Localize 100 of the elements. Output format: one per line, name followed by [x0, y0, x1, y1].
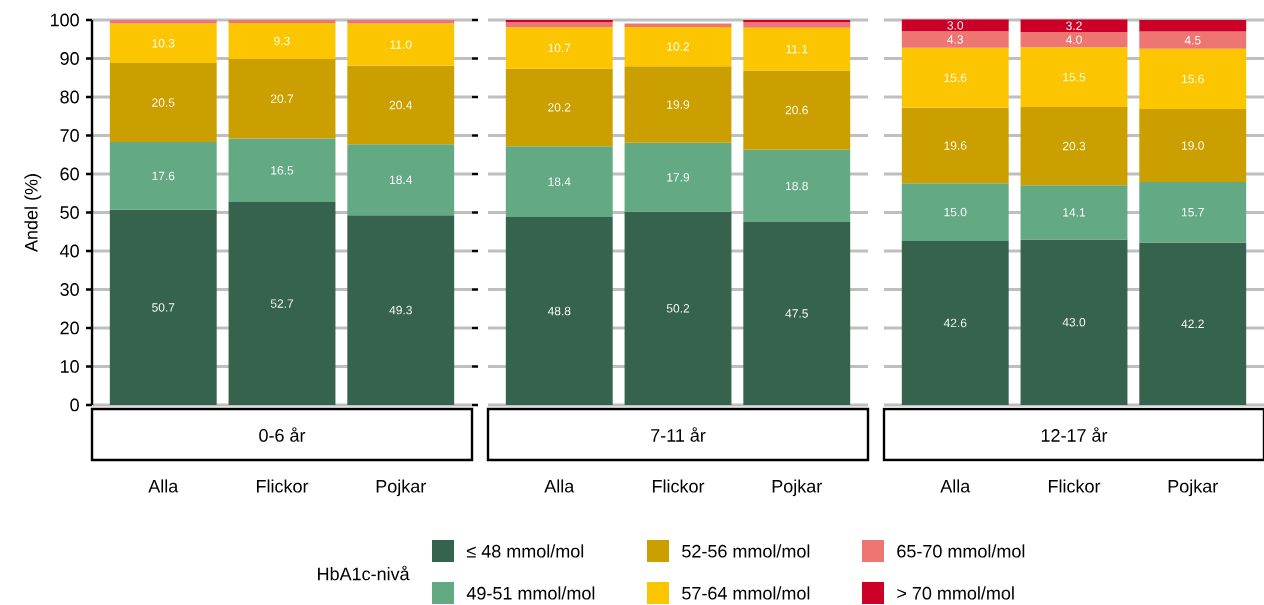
bar [505, 217, 613, 405]
data-label: 20.3 [1062, 141, 1086, 151]
bar [1139, 31, 1247, 49]
bar [505, 27, 613, 69]
y-tick-label: 90 [60, 52, 79, 65]
bar [505, 146, 613, 218]
bar [228, 202, 336, 405]
data-label: 20.7 [270, 94, 294, 103]
data-label: 20.4 [389, 100, 413, 110]
bar [743, 222, 851, 405]
bar [109, 209, 217, 405]
bar [347, 23, 455, 66]
y-tick-label: 40 [60, 244, 79, 258]
data-label: 15.6 [1181, 74, 1204, 84]
y-tick-label: 50 [60, 206, 79, 219]
data-label: 42.2 [1181, 319, 1204, 328]
x-tick-label: Flickor [256, 479, 309, 493]
data-label: 18.4 [548, 177, 571, 186]
bar [901, 19, 1009, 32]
data-label: 9.3 [274, 36, 290, 46]
bar [1020, 47, 1128, 108]
bar [1020, 107, 1128, 186]
y-tick-label: 0 [70, 398, 79, 412]
y-tick-label: 10 [60, 360, 79, 373]
bar [1020, 19, 1128, 32]
data-label: 20.2 [548, 103, 571, 112]
bar [228, 58, 336, 139]
data-label: 52.7 [270, 299, 294, 308]
bar [347, 215, 455, 405]
y-tick-label: 70 [60, 129, 79, 142]
bar [743, 27, 851, 71]
y-tick-label: 30 [60, 283, 79, 296]
data-label: 15.5 [1063, 72, 1086, 82]
text: 7-11 år [651, 427, 706, 442]
y-axis-title: Andel (%) [24, 174, 42, 252]
data-label: 43.0 [1062, 317, 1086, 327]
x-tick-label: Pojkar [376, 479, 426, 497]
bar [624, 26, 732, 67]
data-label: 15.6 [944, 73, 967, 82]
bar [743, 22, 851, 28]
x-tick-label: Flickor [652, 479, 705, 493]
bar [901, 240, 1009, 405]
y-tick-label: 100 [50, 13, 79, 27]
data-label: 18.4 [389, 175, 413, 185]
bar [624, 66, 732, 143]
bar [505, 22, 613, 28]
data-label: 15.7 [1181, 208, 1204, 217]
data-label: 47.5 [785, 309, 808, 318]
data-label: 48.8 [547, 306, 571, 316]
legend-label: 65-70 mmol/mol [897, 544, 1025, 558]
bar [109, 23, 217, 64]
bar [1020, 185, 1128, 240]
data-label: 10.2 [667, 42, 690, 51]
bar [1139, 48, 1247, 109]
bar [347, 144, 455, 216]
data-label: 17.6 [152, 171, 175, 181]
legend-label: 49-51 mmol/mol [466, 586, 595, 600]
bar [109, 142, 217, 210]
bar [1139, 108, 1247, 183]
bar [228, 20, 336, 24]
x-tick-label: Alla [148, 479, 179, 493]
legend-label: 52-56 mmol/mol [682, 544, 810, 558]
bar [901, 107, 1009, 184]
data-label: 50.7 [152, 303, 175, 312]
bar [743, 149, 851, 223]
x-tick-label: Alla [940, 479, 971, 493]
bar [624, 211, 732, 405]
text: 12-17 år [1041, 427, 1108, 442]
bar [901, 31, 1009, 48]
data-label: 49.3 [389, 305, 412, 315]
data-label: 10.7 [548, 43, 571, 53]
bar [1139, 182, 1247, 243]
bar [228, 138, 336, 203]
bar [1020, 31, 1128, 48]
text: 0-6 år [259, 427, 306, 442]
bar [743, 70, 851, 150]
x-tick-label: Pojkar [772, 479, 822, 497]
data-label: 4.0 [1065, 35, 1082, 44]
data-label: 4.3 [947, 35, 964, 44]
data-label: 11.0 [390, 40, 412, 49]
data-label: 3.2 [1066, 21, 1082, 31]
bar [901, 47, 1009, 108]
data-label: 19.0 [1181, 141, 1204, 150]
legend-label: 57-64 mmol/mol [682, 586, 810, 600]
x-tick-label: Alla [544, 479, 575, 493]
legend-title: HbA1c-nivå [318, 565, 410, 581]
bar [505, 68, 613, 147]
y-tick-label: 60 [60, 167, 79, 181]
bar [109, 63, 217, 143]
data-label: 4.5 [1184, 36, 1201, 45]
x-tick-label: Pojkar [1168, 479, 1218, 497]
bar [624, 23, 732, 27]
data-label: 15.0 [944, 207, 967, 217]
x-tick-label: Flickor [1048, 479, 1101, 493]
legend-label: > 70 mmol/mol [897, 586, 1014, 600]
bar [228, 23, 336, 59]
data-label: 11.1 [786, 44, 808, 54]
data-label: 16.5 [271, 166, 294, 175]
data-label: 20.6 [785, 105, 808, 115]
data-label: 19.6 [944, 141, 967, 150]
